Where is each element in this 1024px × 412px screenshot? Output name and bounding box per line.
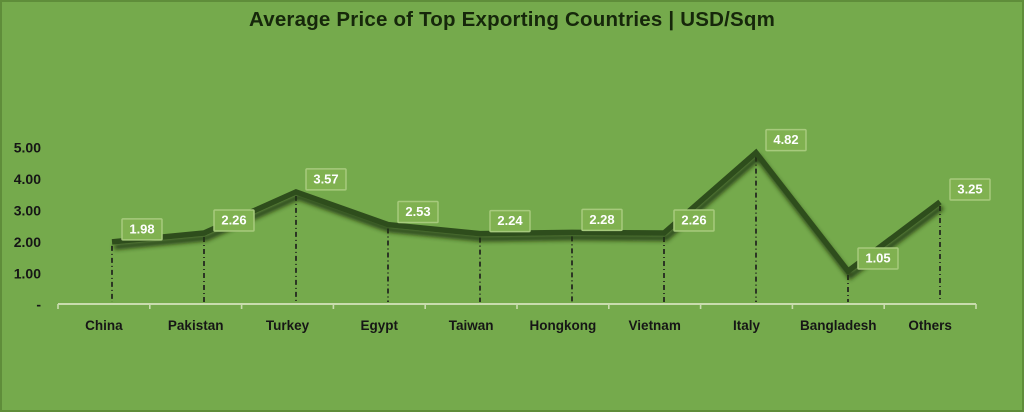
x-axis-label: China: [85, 318, 123, 333]
y-axis-label: 1.00: [14, 265, 41, 281]
x-axis-label: Bangladesh: [800, 318, 877, 333]
x-axis-label: Egypt: [361, 318, 399, 333]
y-axis-label: 5.00: [14, 140, 41, 156]
y-axis-label: 2.00: [14, 234, 41, 250]
svg-text:3.25: 3.25: [957, 181, 982, 196]
data-label: 2.24: [489, 209, 531, 233]
data-label: 3.25: [949, 178, 991, 201]
svg-text:2.26: 2.26: [681, 212, 706, 227]
chart-title: Average Price of Top Exporting Countries…: [248, 8, 776, 31]
x-axis-label: Taiwan: [449, 318, 494, 333]
x-axis-label: Vietnam: [629, 318, 681, 333]
svg-text:4.82: 4.82: [773, 132, 798, 147]
data-label: 2.53: [397, 200, 439, 224]
svg-text:1.98: 1.98: [129, 221, 154, 236]
y-axis-label: -: [36, 297, 41, 313]
svg-text:2.26: 2.26: [221, 212, 246, 227]
x-axis-label: Italy: [733, 318, 761, 333]
data-label: 2.28: [581, 208, 623, 232]
svg-text:1.05: 1.05: [865, 250, 890, 265]
x-axis-label: Others: [908, 318, 952, 333]
x-axis-label: Turkey: [266, 318, 310, 333]
data-label: 2.26: [213, 209, 255, 232]
x-axis-label: Pakistan: [168, 318, 224, 333]
y-axis-label: 4.00: [14, 171, 41, 187]
data-label: 1.05: [857, 247, 899, 270]
data-label: 3.57: [305, 168, 347, 191]
svg-text:2.53: 2.53: [405, 204, 430, 219]
svg-text:2.28: 2.28: [589, 212, 614, 227]
data-label: 1.98: [121, 218, 163, 241]
x-axis-label: Hongkong: [530, 318, 597, 333]
svg-text:2.24: 2.24: [497, 213, 523, 228]
data-label: 4.82: [765, 128, 807, 152]
data-label: 2.26: [673, 209, 715, 232]
y-axis-label: 3.00: [14, 203, 41, 219]
svg-text:3.57: 3.57: [313, 171, 338, 186]
